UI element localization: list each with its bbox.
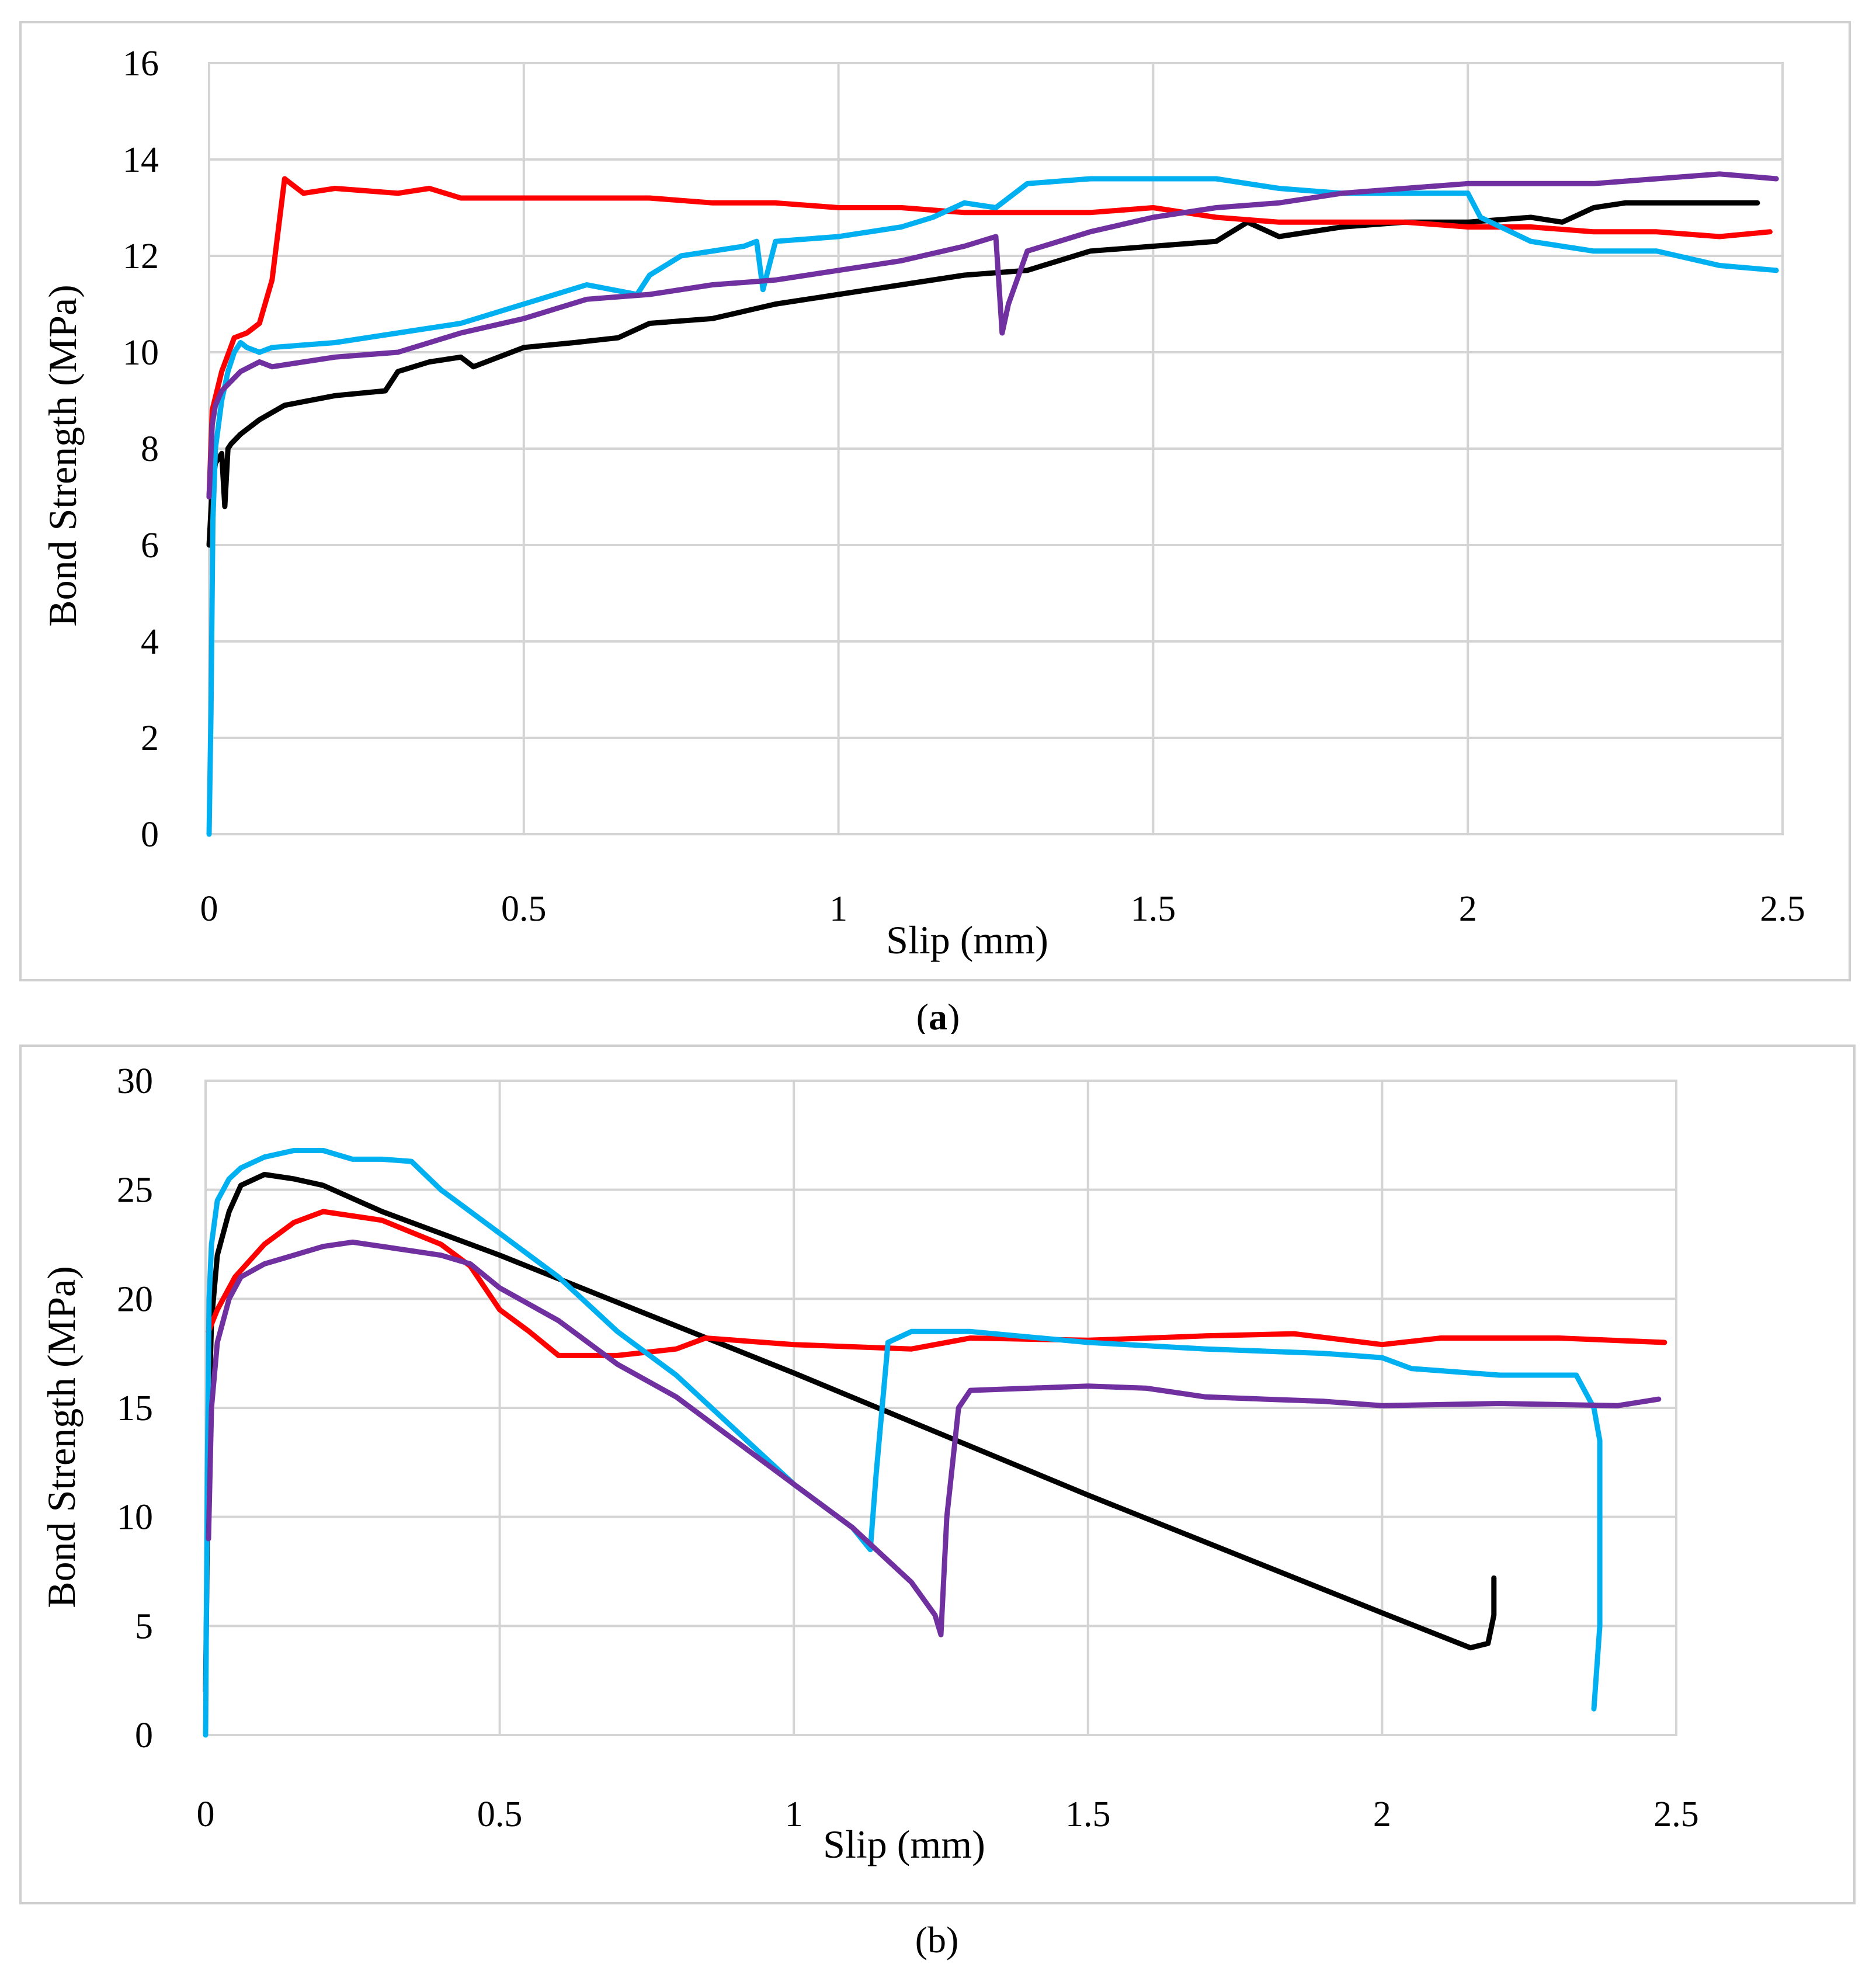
chart-b-y-tick-label: 20 xyxy=(117,1279,153,1319)
chart-a-y-tick-label: 6 xyxy=(141,526,159,565)
chart-a-x-tick-label: 0.5 xyxy=(501,889,547,929)
chart-a-y-tick-label: 2 xyxy=(141,719,159,758)
chart-a-x-tick-label: 1 xyxy=(829,889,847,929)
chart-a-caption: (a) xyxy=(916,996,960,1034)
chart-a-ticks: 0 2 4 6 8 10 12 14 16 0 0.5 1 1.5 2 2.5 xyxy=(123,44,1805,929)
chart-b-svg: 0 5 10 15 20 25 30 0 0.5 1 1.5 2 2.5 Slip (mm) Bond … xyxy=(19,1045,1856,1960)
chart-a-y-tick-label: 14 xyxy=(123,140,159,180)
chart-a-y-tick-label: 8 xyxy=(141,429,159,469)
chart-a-y-tick-label: 4 xyxy=(141,622,159,662)
chart-b-series-line-4 xyxy=(206,1239,1662,1637)
chart-b-x-tick-label: 0 xyxy=(197,1795,215,1834)
chart-a-y-tick-label: 12 xyxy=(123,237,159,276)
chart-a-grid xyxy=(208,62,1784,835)
chart-b-y-tick-label: 25 xyxy=(117,1171,153,1210)
chart-a-x-axis-title: Slip (mm) xyxy=(886,918,1048,962)
chart-a-y-tick-label: 16 xyxy=(123,44,159,84)
chart-panel-b: 0 5 10 15 20 25 30 0 0.5 1 1.5 2 2.5 Slip (mm) Bond … xyxy=(0,1034,1876,1971)
chart-a-caption-letter: a xyxy=(929,996,947,1034)
chart-a-x-tick-label: 2.5 xyxy=(1760,889,1805,929)
chart-b-series xyxy=(203,1148,1667,1738)
chart-b-series-line-2 xyxy=(206,1209,1667,1358)
chart-b-y-tick-label: 15 xyxy=(117,1389,153,1428)
chart-b-x-tick-label: 2.5 xyxy=(1653,1795,1699,1834)
chart-a-y-tick-label: 0 xyxy=(141,815,159,855)
chart-a-y-tick-label: 10 xyxy=(123,333,159,373)
chart-a-series-line-4 xyxy=(206,171,1779,499)
chart-b-y-axis-title: Bond Strength (MPa) xyxy=(39,1266,84,1608)
chart-b-y-tick-label: 0 xyxy=(135,1716,153,1755)
chart-b-ticks: 0 5 10 15 20 25 30 0 0.5 1 1.5 2 2.5 xyxy=(117,1061,1699,1834)
chart-b-frame xyxy=(19,1045,1856,1904)
chart-b-series-line-1 xyxy=(203,1172,1497,1694)
chart-b-y-tick-label: 10 xyxy=(117,1498,153,1538)
chart-a-series xyxy=(206,171,1779,837)
chart-a-frame xyxy=(19,21,1851,981)
chart-a-series-line-3 xyxy=(206,176,1779,837)
chart-a-x-tick-label: 0 xyxy=(200,889,218,929)
chart-a-x-tick-label: 2 xyxy=(1459,889,1477,929)
chart-b-y-tick-label: 5 xyxy=(135,1606,153,1646)
chart-b-series-line-3 xyxy=(203,1148,1603,1738)
chart-a-x-tick-label: 1.5 xyxy=(1131,889,1176,929)
chart-b-x-tick-label: 2 xyxy=(1373,1795,1391,1834)
chart-b-x-tick-label: 1.5 xyxy=(1065,1795,1111,1834)
chart-a-series-line-2 xyxy=(206,176,1773,499)
chart-b-caption: (b) xyxy=(915,1919,959,1960)
chart-a-svg: 0 2 4 6 8 10 12 14 16 0 0.5 1 1.5 2 2.5 Slip (mm) Bond… xyxy=(19,21,1851,1034)
chart-a-y-axis-title: Bond Strength (MPa) xyxy=(40,284,85,627)
chart-b-x-axis-title: Slip (mm) xyxy=(823,1822,985,1866)
chart-b-x-tick-label: 1 xyxy=(785,1795,803,1834)
chart-b-x-tick-label: 0.5 xyxy=(477,1795,523,1834)
chart-b-y-tick-label: 30 xyxy=(117,1061,153,1101)
chart-panel-a: 0 2 4 6 8 10 12 14 16 0 0.5 1 1.5 2 2.5 Slip (mm) Bond… xyxy=(19,21,1851,1034)
